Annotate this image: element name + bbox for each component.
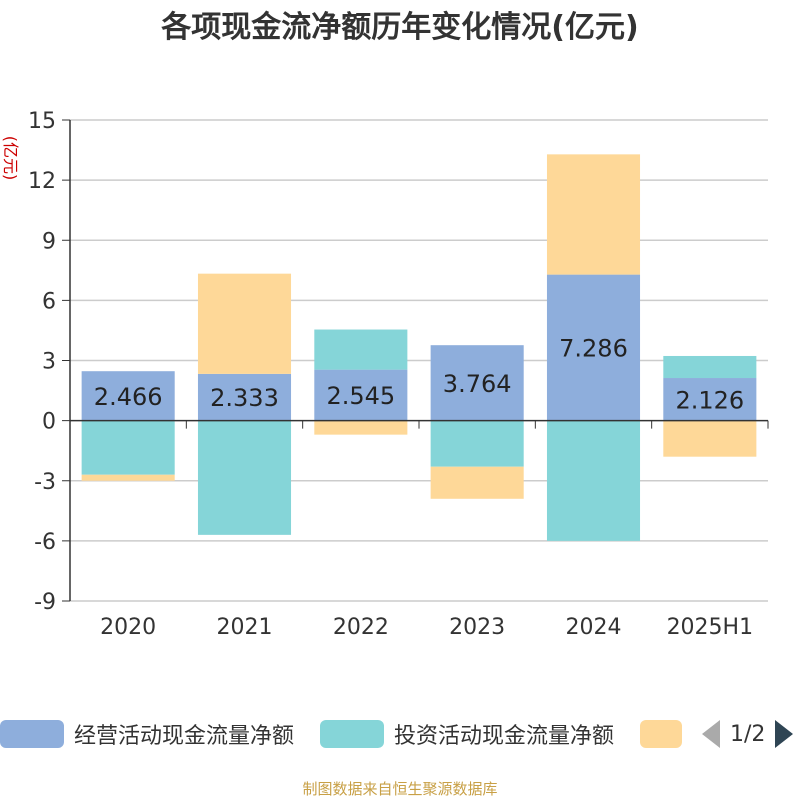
bar-2021-series-1 xyxy=(197,420,292,535)
bar-2025H1-series-1 xyxy=(663,355,757,379)
y-tick-label: -3 xyxy=(34,470,56,495)
y-tick-label: 15 xyxy=(28,109,56,134)
bar-2021-series-0 xyxy=(197,373,292,421)
y-tick-label: -6 xyxy=(34,530,56,555)
bar-2022-series-1 xyxy=(314,329,408,370)
data-label: 2.545 xyxy=(326,382,395,410)
bar-2024-series-1 xyxy=(546,420,641,541)
bar-2023-series-2 xyxy=(430,466,524,499)
bar-2024-series-2 xyxy=(546,154,641,275)
x-category-label: 2024 xyxy=(566,615,622,640)
bar-2023-series-0 xyxy=(430,345,524,421)
data-label: 2.126 xyxy=(675,386,744,414)
y-tick-label: 6 xyxy=(42,289,56,314)
x-category-label: 2023 xyxy=(449,615,505,640)
legend-page-indicator: 1/2 xyxy=(730,721,766,747)
chart-title: 各项现金流净额历年变化情况(亿元) xyxy=(161,10,639,45)
x-category-label: 2025H1 xyxy=(667,615,754,640)
legend-next-page-icon[interactable] xyxy=(775,720,794,748)
bar-chart: 15 12 9 6 3 0 -3 -6 -9 2.466 2.333 2.545 3.764 7.286 2… xyxy=(28,109,769,640)
legend-swatch-operating xyxy=(0,720,64,748)
y-tick-label: -9 xyxy=(34,590,56,615)
bar-2020-series-0 xyxy=(81,371,175,421)
bar-2025H1-series-2 xyxy=(663,420,757,457)
legend-item-investing[interactable]: 投资活动现金流量净额 xyxy=(320,714,614,754)
legend-swatch-financing xyxy=(640,720,682,748)
bar-2024-series-0 xyxy=(546,274,641,421)
legend-label-investing: 投资活动现金流量净额 xyxy=(394,724,615,749)
data-label: 2.466 xyxy=(94,383,163,411)
bar-2020-series-2 xyxy=(81,474,175,481)
x-category-label: 2022 xyxy=(333,615,389,640)
bar-2023-series-1 xyxy=(430,420,524,467)
x-category-label: 2020 xyxy=(100,615,156,640)
y-tick-label: 0 xyxy=(42,410,56,435)
legend-label-operating: 经营活动现金流量净额 xyxy=(74,724,295,749)
data-label: 3.764 xyxy=(443,370,512,398)
bar-2025H1-series-0 xyxy=(663,378,757,421)
bar-2022-series-2 xyxy=(314,420,408,435)
data-label: 2.333 xyxy=(210,384,279,412)
legend: 经营活动现金流量净额 投资活动现金流量净额 1/2 xyxy=(0,714,800,754)
bar-2021-series-2 xyxy=(197,273,292,374)
y-tick-label: 3 xyxy=(42,350,56,375)
y-tick-label: 12 xyxy=(28,169,56,194)
legend-prev-page-icon[interactable] xyxy=(702,720,720,748)
x-category-label: 2021 xyxy=(217,615,273,640)
legend-pager: 1/2 xyxy=(702,714,794,754)
legend-item-financing[interactable] xyxy=(640,714,682,754)
legend-item-operating[interactable]: 经营活动现金流量净额 xyxy=(0,714,294,754)
legend-swatch-investing xyxy=(320,720,384,748)
source-footer: 制图数据来自恒生聚源数据库 xyxy=(302,780,498,798)
data-label: 7.286 xyxy=(559,335,628,363)
bar-2022-series-0 xyxy=(314,369,408,421)
y-tick-label: 9 xyxy=(42,229,56,254)
bar-2020-series-1 xyxy=(81,420,175,475)
